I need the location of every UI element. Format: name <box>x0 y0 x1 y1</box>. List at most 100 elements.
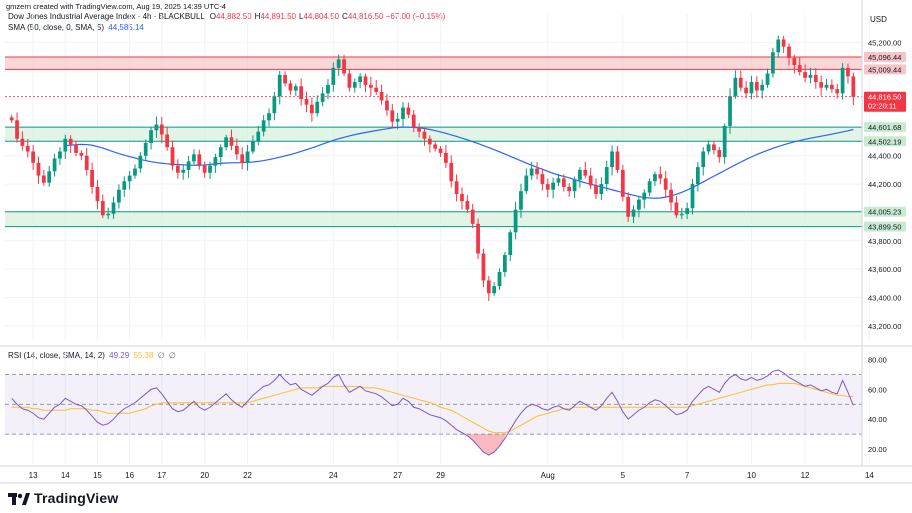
candle <box>106 213 111 216</box>
sma-value: 44,585.14 <box>108 23 144 32</box>
zone-price-label: 43,899.50 <box>868 223 901 232</box>
candle <box>835 89 840 94</box>
zone-price-label-bg <box>864 122 906 133</box>
time-tick-label: Aug <box>541 471 555 480</box>
rsi-tick-label: 20.00 <box>868 445 887 454</box>
candle <box>578 169 582 180</box>
candle <box>481 253 486 281</box>
zone-price-label: 45,096.44 <box>868 53 901 62</box>
ohlc-c-label: C <box>342 12 348 21</box>
candle <box>36 162 41 176</box>
ohlc-c-value: 44,816.50 <box>347 12 384 21</box>
candle <box>417 127 421 132</box>
zone-price-label-bg <box>864 221 906 232</box>
candle <box>572 179 577 192</box>
time-tick-label: 13 <box>29 471 38 480</box>
candle <box>411 114 416 128</box>
candle <box>25 145 30 152</box>
time-tick-label: 22 <box>243 471 252 480</box>
candle <box>583 169 588 176</box>
candle <box>52 158 57 172</box>
time-tick-label: 16 <box>125 471 134 480</box>
candle <box>454 181 459 195</box>
rsi-oversold-fill <box>467 434 505 456</box>
candle <box>374 87 379 92</box>
candle <box>674 202 679 216</box>
candle <box>470 209 475 224</box>
candle <box>535 168 539 175</box>
candle <box>245 151 250 163</box>
ohlc-o-label: O <box>209 12 217 21</box>
candle <box>122 181 127 190</box>
price-tick-label: 43,200.00 <box>868 322 901 331</box>
candle <box>513 209 518 233</box>
candle <box>229 137 234 146</box>
candle <box>545 184 550 190</box>
candle <box>352 82 357 88</box>
time-tick-label: 7 <box>685 471 690 480</box>
candle <box>74 144 78 153</box>
candle <box>331 67 336 85</box>
candle <box>438 148 443 153</box>
candle <box>476 223 480 254</box>
candle <box>186 161 191 170</box>
candle <box>256 131 261 142</box>
candle <box>224 137 228 148</box>
candle <box>738 77 743 88</box>
candle <box>846 67 850 77</box>
candle <box>68 138 73 145</box>
instrument-title[interactable]: Dow Jones Industrial Average Index · 4h … <box>8 12 205 21</box>
support-zone <box>5 211 862 227</box>
sma-label[interactable]: SMA (50, close, 0, SMA, 5) <box>8 23 105 32</box>
candle <box>358 76 363 83</box>
rsi-value: 49.29 <box>109 351 130 360</box>
rsi-label[interactable]: RSI (14, close, SMA, 14, 2) <box>8 351 105 360</box>
ohlc-h-value: 44,891.50 <box>260 12 296 21</box>
time-tick-label: 12 <box>801 471 810 480</box>
candle <box>117 189 121 203</box>
tradingview-logo[interactable]: TradingView <box>8 490 118 506</box>
price-tick-label: 44,400.00 <box>868 152 901 161</box>
candle <box>524 175 529 192</box>
candle <box>465 201 470 210</box>
candle <box>749 82 754 94</box>
candle <box>165 134 170 148</box>
candle <box>20 138 25 146</box>
candle <box>159 124 164 135</box>
candle <box>395 118 400 122</box>
price-tick-label: 45,200.00 <box>868 38 901 47</box>
candle <box>111 202 116 214</box>
countdown-label: 02:20:11 <box>868 102 897 111</box>
candle <box>433 144 438 149</box>
rsi-line <box>11 369 854 456</box>
candle <box>706 144 711 152</box>
sma-line <box>65 126 854 199</box>
candle <box>401 107 405 119</box>
candle <box>304 99 309 105</box>
zone-price-label-bg <box>864 136 906 147</box>
time-tick-label: 20 <box>200 471 209 480</box>
candle <box>690 184 695 209</box>
candle <box>385 100 389 111</box>
zone-price-label-bg <box>864 52 906 63</box>
candle <box>637 199 641 210</box>
candle <box>133 168 137 176</box>
rsi-extra-2: ∅ <box>168 351 176 360</box>
resistance-zone <box>5 57 862 70</box>
rsi-sma-value: 55.38 <box>133 351 154 360</box>
last-price-label: 44,816.50 <box>868 93 901 102</box>
tradingview-logo-icon <box>8 492 30 505</box>
time-tick-label: 29 <box>436 471 445 480</box>
candle <box>599 184 604 195</box>
candle <box>444 152 448 163</box>
candle <box>497 271 502 287</box>
candle <box>653 174 657 182</box>
candle <box>615 151 620 170</box>
candle <box>315 101 320 114</box>
candle <box>722 125 727 158</box>
sma-legend: SMA (50, close, 0, SMA, 5) 44,585.14 <box>8 23 144 32</box>
candle <box>808 74 813 78</box>
chart-caption: gmzern created with TradingView.com, Aug… <box>6 2 226 11</box>
rsi-tick-label: 40.00 <box>868 415 887 424</box>
